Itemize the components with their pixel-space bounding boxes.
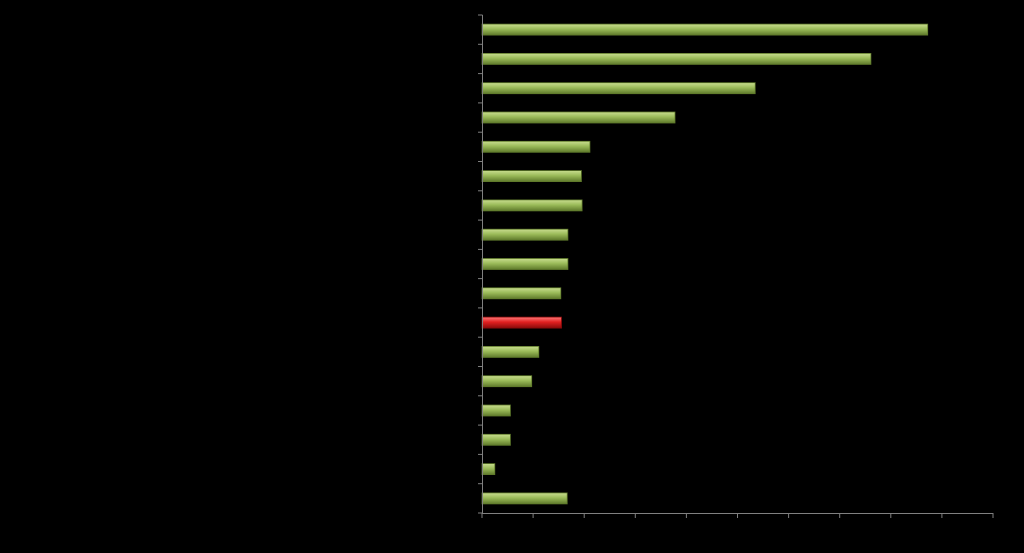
axes-group [478,14,994,518]
bar [481,345,540,358]
bar [481,140,591,153]
bar [481,258,569,270]
bar [481,82,756,95]
bar [481,287,562,300]
bar [481,199,583,212]
bar-highlighted [481,316,562,329]
bar [481,170,582,183]
bar [481,463,496,476]
bar [481,492,568,505]
bar [481,111,676,124]
bar [481,53,872,65]
bar [481,228,569,241]
bar [481,23,929,36]
bars-group [481,23,929,505]
bar [481,404,511,417]
bar [481,433,511,446]
bar [481,375,533,388]
